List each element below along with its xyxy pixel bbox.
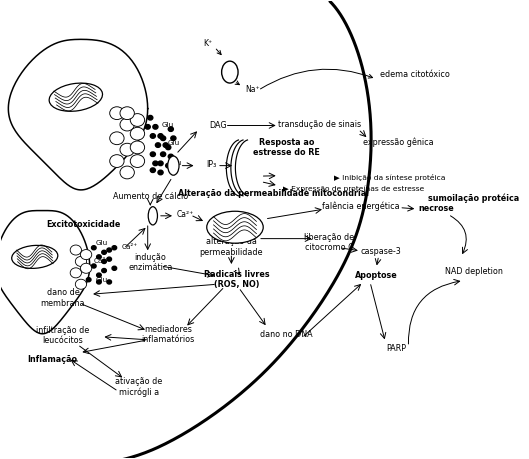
Circle shape [156,143,160,147]
Text: Excitotoxicidade: Excitotoxicidade [47,220,121,230]
Text: mediadores
inflamatórios: mediadores inflamatórios [142,325,195,344]
Circle shape [160,136,166,140]
Ellipse shape [168,156,179,175]
Text: ativação de
micrógli a: ativação de micrógli a [115,377,162,397]
Text: Ca²⁺: Ca²⁺ [94,258,110,264]
Circle shape [75,279,87,289]
Circle shape [97,255,101,259]
Text: Aumento de cálcio: Aumento de cálcio [113,192,188,201]
Text: Resposta ao
estresse do RE: Resposta ao estresse do RE [253,138,320,157]
Text: Glu: Glu [170,160,182,166]
Circle shape [158,170,163,175]
Circle shape [160,152,166,157]
Polygon shape [8,39,148,190]
Text: Ca²⁺: Ca²⁺ [122,244,138,250]
Circle shape [153,124,158,129]
Ellipse shape [12,246,58,269]
Circle shape [168,127,174,131]
Text: Inflamação: Inflamação [28,355,78,364]
Text: transdução de sinais: transdução de sinais [278,120,361,129]
Circle shape [112,266,117,270]
Circle shape [70,245,81,255]
Text: Glu: Glu [95,277,107,283]
Circle shape [110,155,124,168]
Circle shape [107,248,112,252]
Text: necrose: necrose [419,204,454,213]
Text: PARP: PARP [387,344,407,353]
Circle shape [107,257,112,261]
Circle shape [80,250,92,260]
Circle shape [110,132,124,145]
Circle shape [120,143,134,156]
Circle shape [107,280,112,284]
Text: Glu: Glu [167,140,179,146]
Circle shape [130,141,144,154]
Circle shape [92,264,96,268]
Text: edema citotóxico: edema citotóxico [380,70,450,79]
Circle shape [158,161,163,166]
Circle shape [80,263,92,273]
Text: Apoptose: Apoptose [355,271,397,280]
Circle shape [102,269,106,273]
Circle shape [166,163,171,168]
Circle shape [171,136,176,140]
Circle shape [102,259,106,263]
Circle shape [150,152,156,157]
Text: sumoilação protéica: sumoilação protéica [428,194,519,203]
Circle shape [163,143,168,147]
Circle shape [97,273,101,277]
Circle shape [97,280,101,284]
Circle shape [145,124,150,129]
Circle shape [70,268,81,278]
Text: caspase-3: caspase-3 [361,247,402,256]
Text: dano de
membrana: dano de membrana [41,288,85,308]
Circle shape [150,134,156,138]
Text: DAG: DAG [209,121,227,130]
Circle shape [148,116,153,120]
Text: Radicais livres
(ROS, NO): Radicais livres (ROS, NO) [204,270,269,289]
Polygon shape [0,211,90,334]
Circle shape [112,246,117,250]
Text: expressão gênica: expressão gênica [363,137,434,147]
Text: Alteração da permeabilidade mitocondrial: Alteração da permeabilidade mitocondrial [178,190,369,198]
Circle shape [130,127,144,140]
Circle shape [153,161,158,166]
Text: liberação de
citocromo C: liberação de citocromo C [304,233,354,252]
Circle shape [158,134,163,138]
Circle shape [120,118,134,131]
Circle shape [86,278,91,282]
Circle shape [92,246,96,250]
Ellipse shape [49,83,103,111]
Text: dano no DNA: dano no DNA [260,330,313,339]
Circle shape [130,155,144,168]
Circle shape [110,107,124,119]
Ellipse shape [222,61,238,83]
Text: Na⁺: Na⁺ [245,85,260,94]
Circle shape [120,107,134,119]
Text: K⁺: K⁺ [204,39,213,48]
Circle shape [75,257,87,267]
Text: alteração da
permeabilidade: alteração da permeabilidade [199,237,263,257]
Text: indução
enzimática: indução enzimática [128,252,172,272]
Circle shape [150,168,156,173]
Text: Glu: Glu [95,240,107,246]
Circle shape [102,250,106,254]
Circle shape [168,154,174,159]
Text: ▶ Expressão de proteínas de estresse: ▶ Expressão de proteínas de estresse [282,185,424,192]
Circle shape [166,145,171,150]
Text: infiltração de
leucócitos: infiltração de leucócitos [37,325,89,345]
Circle shape [130,114,144,126]
Ellipse shape [148,207,158,225]
Text: ▶ Inibição da síntese protéica: ▶ Inibição da síntese protéica [334,174,445,181]
Circle shape [120,166,134,179]
Ellipse shape [207,211,263,243]
Text: IP₃: IP₃ [207,160,217,169]
Text: Glu: Glu [162,122,175,128]
Text: Ca²⁺: Ca²⁺ [177,210,194,219]
Text: falência energética: falência energética [322,202,399,212]
Text: NAD depletion: NAD depletion [445,267,503,276]
